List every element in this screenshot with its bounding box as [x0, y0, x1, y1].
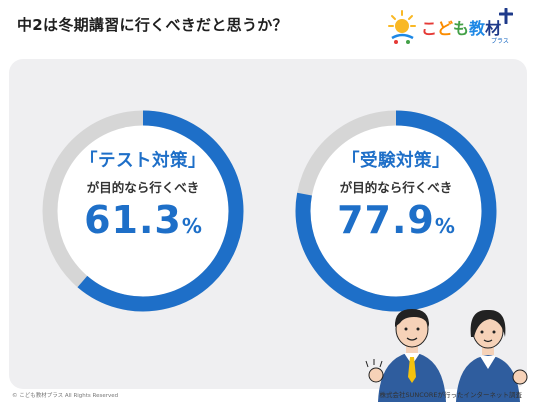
- donut-value-unit: %: [434, 214, 455, 238]
- brand-char: も: [453, 19, 470, 38]
- brand-name: こども教材: [421, 15, 501, 39]
- donut-value: 61.3%: [33, 198, 253, 242]
- donut-value-number: 61.3: [84, 198, 182, 242]
- source-note: 株式会社SUNCOREが行ったインターネット調査: [379, 391, 522, 399]
- plus-icon: [499, 8, 513, 24]
- donut-value-arc: [77, 110, 244, 312]
- donut-subtitle: が目的なら行くべき: [86, 180, 200, 195]
- donut-label-test: 「テスト対策」 が目的なら行くべき 61.3%: [33, 147, 253, 242]
- brand-logo[interactable]: こども教材 プラス: [387, 6, 527, 50]
- donut-value: 77.9%: [286, 198, 506, 242]
- donut-heading: 「テスト対策」: [80, 151, 206, 171]
- copyright-text: © こども教材プラス All Rights Reserved: [12, 393, 119, 399]
- brand-subtext: プラス: [491, 38, 509, 45]
- student-girl-figure: [456, 309, 528, 402]
- donut-label-exam: 「受験対策」 が目的なら行くべき 77.9%: [286, 147, 506, 242]
- brand-char: 教: [469, 19, 486, 38]
- sun-icon: [388, 10, 416, 44]
- brand-char: こ: [421, 19, 438, 38]
- donut-charts: [42, 110, 497, 312]
- donut-subtitle: が目的なら行くべき: [339, 180, 453, 195]
- brand-char: ど: [437, 19, 454, 38]
- brand-char: 材: [485, 19, 502, 38]
- page-title: 中2は冬期講習に行くべきだと思うか？: [17, 16, 288, 34]
- chart-panel: 「テスト対策」 が目的なら行くべき 61.3% 「受験対策」 が目的なら行くべき…: [9, 59, 527, 389]
- donut-heading: 「受験対策」: [342, 151, 450, 171]
- students-illustration: [365, 309, 528, 402]
- donut-value-unit: %: [181, 214, 202, 238]
- donut-value-arc: [295, 110, 497, 312]
- donut-value-number: 77.9: [337, 198, 435, 242]
- student-boy-figure: [365, 309, 446, 402]
